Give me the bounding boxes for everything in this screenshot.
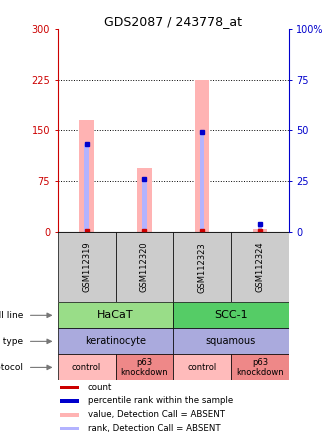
Bar: [231, 232, 289, 302]
Text: p63
knockdown: p63 knockdown: [236, 358, 284, 377]
Bar: [137, 168, 151, 232]
Text: protocol: protocol: [0, 363, 23, 372]
Text: cell line: cell line: [0, 311, 23, 320]
Bar: [115, 232, 173, 302]
Text: percentile rank within the sample: percentile rank within the sample: [88, 396, 233, 405]
Bar: [173, 302, 289, 329]
Bar: [58, 354, 115, 381]
Bar: [115, 354, 173, 381]
Text: keratinocyte: keratinocyte: [85, 337, 146, 346]
Text: squamous: squamous: [206, 337, 256, 346]
Bar: [60, 385, 79, 389]
Text: count: count: [88, 383, 112, 392]
Bar: [80, 120, 94, 232]
Bar: [58, 232, 115, 302]
Bar: [58, 329, 173, 354]
Bar: [142, 179, 147, 232]
Text: value, Detection Call = ABSENT: value, Detection Call = ABSENT: [88, 410, 225, 419]
Bar: [258, 224, 262, 232]
Bar: [60, 427, 79, 431]
Text: GSM112319: GSM112319: [82, 242, 91, 293]
Text: p63
knockdown: p63 knockdown: [120, 358, 168, 377]
Bar: [60, 413, 79, 417]
Text: cell type: cell type: [0, 337, 23, 346]
Text: GSM112324: GSM112324: [255, 242, 264, 293]
Text: GSM112323: GSM112323: [198, 242, 207, 293]
Text: control: control: [187, 363, 217, 372]
Bar: [58, 302, 173, 329]
Text: HaCaT: HaCaT: [97, 310, 134, 320]
Text: rank, Detection Call = ABSENT: rank, Detection Call = ABSENT: [88, 424, 220, 433]
Bar: [173, 329, 289, 354]
Bar: [195, 79, 209, 232]
Bar: [60, 399, 79, 403]
Bar: [253, 229, 267, 232]
Text: control: control: [72, 363, 101, 372]
Text: GSM112320: GSM112320: [140, 242, 149, 293]
Bar: [231, 354, 289, 381]
Bar: [173, 232, 231, 302]
Bar: [173, 354, 231, 381]
Bar: [84, 144, 89, 232]
Bar: [200, 132, 204, 232]
Text: SCC-1: SCC-1: [214, 310, 248, 320]
Title: GDS2087 / 243778_at: GDS2087 / 243778_at: [104, 15, 242, 28]
